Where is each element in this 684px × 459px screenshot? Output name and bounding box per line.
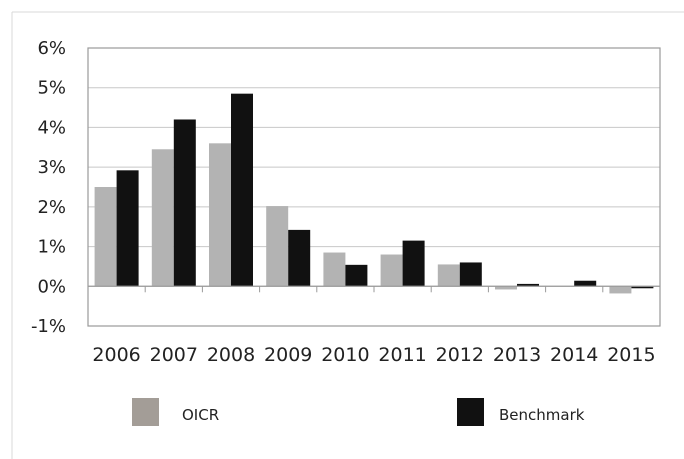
x-tick-label: 2006 bbox=[92, 344, 140, 366]
bar-benchmark-2013 bbox=[517, 283, 539, 287]
x-tick-label: 2013 bbox=[493, 344, 541, 366]
bar-benchmark-2014 bbox=[574, 280, 597, 287]
y-tick-label: 3% bbox=[37, 157, 66, 178]
y-tick-label: 4% bbox=[37, 117, 66, 138]
x-tick-label: 2009 bbox=[264, 344, 312, 366]
bar-benchmark-2007 bbox=[173, 119, 196, 287]
bar-benchmark-2011 bbox=[402, 240, 425, 287]
bar-oicr-2012 bbox=[437, 264, 460, 287]
x-tick-label: 2007 bbox=[150, 344, 198, 366]
bar-oicr-2013 bbox=[495, 286, 517, 290]
bar-oicr-2006 bbox=[94, 187, 117, 287]
x-tick-label: 2012 bbox=[436, 344, 484, 366]
x-tick-label: 2014 bbox=[550, 344, 598, 366]
y-tick-label: 0% bbox=[37, 276, 66, 297]
bar-oicr-2010 bbox=[323, 252, 346, 287]
bar-oicr-2011 bbox=[380, 254, 403, 287]
legend: OICR Benchmark bbox=[132, 398, 585, 426]
y-tick-label: -1% bbox=[31, 316, 66, 337]
legend-label-benchmark: Benchmark bbox=[499, 406, 585, 424]
y-axis-tick-labels: -1% 0% 1% 2% 3% 4% 5% 6% bbox=[31, 38, 66, 337]
x-tick-label: 2008 bbox=[207, 344, 255, 366]
bar-oicr-2009 bbox=[266, 206, 289, 287]
bar-benchmark-2006 bbox=[116, 170, 139, 287]
legend-swatch-benchmark bbox=[457, 398, 484, 426]
x-tick-label: 2011 bbox=[378, 344, 426, 366]
bar-benchmark-2015 bbox=[631, 286, 654, 289]
bar-benchmark-2012 bbox=[459, 262, 482, 287]
x-axis-tick-labels: 2006 2007 2008 2009 2010 2011 2012 2013 2014 2015 bbox=[92, 344, 655, 366]
x-tick-label: 2010 bbox=[321, 344, 369, 366]
y-tick-label: 1% bbox=[37, 237, 66, 258]
legend-swatch-oicr bbox=[132, 398, 159, 426]
plot-area-border bbox=[87, 47, 661, 327]
y-tick-label: 5% bbox=[37, 78, 66, 99]
bar-benchmark-2008 bbox=[231, 93, 253, 287]
y-tick-label: 2% bbox=[37, 197, 66, 218]
bar-benchmark-2009 bbox=[288, 229, 311, 287]
legend-label-oicr: OICR bbox=[182, 406, 219, 424]
y-tick-label: 6% bbox=[37, 38, 66, 59]
x-tick-label: 2015 bbox=[607, 344, 655, 366]
bars bbox=[94, 93, 654, 294]
bar-oicr-2007 bbox=[151, 149, 174, 287]
bar-benchmark-2010 bbox=[345, 264, 368, 287]
bar-oicr-2008 bbox=[209, 143, 231, 287]
axes bbox=[87, 47, 661, 327]
bar-oicr-2015 bbox=[609, 286, 632, 294]
